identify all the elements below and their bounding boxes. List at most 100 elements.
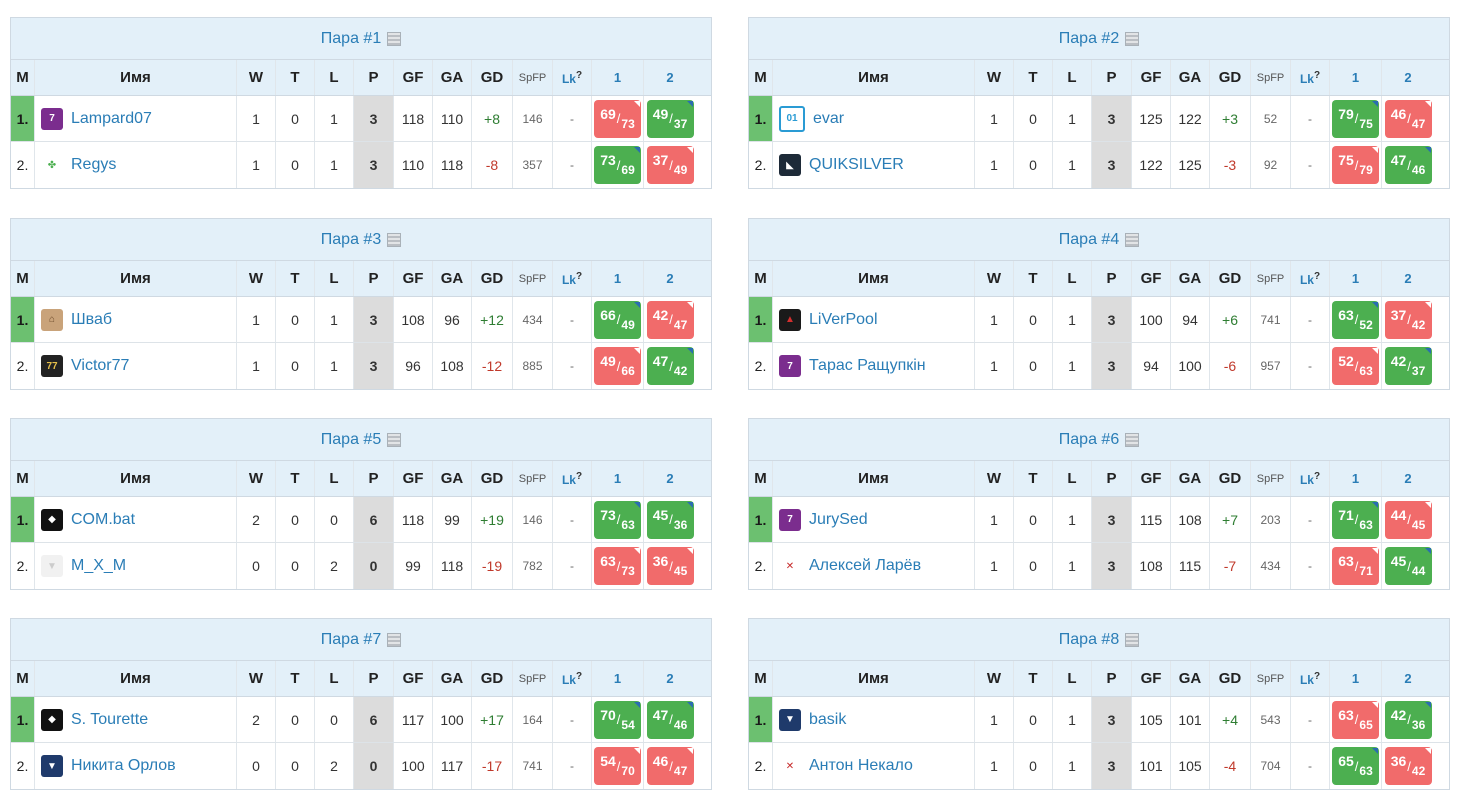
match-result-win[interactable]: 45/36 [646, 500, 694, 539]
pair-title[interactable]: Пара #7 [11, 619, 711, 661]
score-for[interactable]: 73 [600, 506, 616, 523]
pair-title-link[interactable]: Пара #4 [1058, 230, 1120, 248]
match-result-loss[interactable]: 52/63 [1332, 347, 1379, 385]
help-icon[interactable]: ? [575, 470, 583, 482]
header-lk[interactable]: Lk? [1291, 60, 1330, 95]
animal-icon[interactable]: ⌂ [41, 308, 63, 331]
score-against[interactable]: 46 [673, 717, 688, 732]
score-for[interactable]: 42 [1390, 353, 1407, 369]
round-2-cell[interactable]: 37/42 [1382, 297, 1434, 342]
pair-title[interactable]: Пара #1 [11, 18, 711, 60]
team-cell[interactable]: ◣ QUIKSILVER [773, 142, 975, 188]
round-1-cell[interactable]: 69/73 [592, 96, 644, 141]
pair-title-link[interactable]: Пара #3 [320, 230, 382, 248]
match-result-loss[interactable]: 46/47 [646, 747, 694, 785]
round-2-cell[interactable]: 45/36 [644, 497, 696, 542]
team-name-link[interactable]: Victor77 [71, 357, 130, 374]
round-1-cell[interactable]: 63/71 [1330, 543, 1382, 589]
team-name-link[interactable]: COM.bat [71, 510, 136, 528]
team-cell[interactable]: ▼ M_X_M [35, 543, 237, 589]
header-round-1[interactable]: 1 [1330, 60, 1382, 95]
team-cell[interactable]: ✕ Алексей Ларёв [773, 543, 975, 589]
score-against[interactable]: 63 [1359, 364, 1373, 378]
header-round-2[interactable]: 2 [644, 661, 696, 696]
match-result-loss[interactable]: 54/70 [594, 747, 641, 785]
score-for[interactable]: 47 [652, 706, 669, 723]
team-cell[interactable]: ⌂ Шваб [35, 297, 237, 342]
round-1-cell[interactable]: 49/66 [592, 343, 644, 389]
match-result-win[interactable]: 70/54 [594, 700, 641, 739]
header-round-2[interactable]: 2 [1382, 661, 1434, 696]
pair-title[interactable]: Пара #2 [749, 18, 1449, 60]
round-1-cell[interactable]: 54/70 [592, 743, 644, 789]
team-name-link[interactable]: Никита Орлов [71, 757, 176, 774]
header-round-1[interactable]: 1 [592, 261, 644, 296]
score-against[interactable]: 46 [1411, 163, 1426, 177]
match-result-win[interactable]: 47/42 [646, 347, 694, 385]
lk-text[interactable]: Lk [561, 472, 576, 487]
header-lk-label[interactable]: Lk? [562, 271, 582, 287]
round-link[interactable]: 1 [613, 70, 622, 85]
score-for[interactable]: 47 [652, 353, 669, 369]
round-link[interactable]: 1 [613, 271, 622, 286]
pair-title-link[interactable]: Пара #5 [320, 430, 382, 448]
score-against[interactable]: 49 [621, 317, 635, 332]
team-name-link[interactable]: M_X_M [71, 557, 127, 574]
score-against[interactable]: 63 [621, 517, 635, 532]
header-lk[interactable]: Lk? [553, 461, 592, 496]
team-name-link[interactable]: S. Tourette [71, 710, 149, 728]
round-2-cell[interactable]: 44/45 [1382, 497, 1434, 542]
round-link[interactable]: 1 [613, 671, 622, 686]
lk-text[interactable]: Lk [561, 71, 576, 86]
score-against[interactable]: 37 [673, 116, 688, 131]
team-name-link[interactable]: Regys [71, 156, 117, 173]
team-name-link[interactable]: JurySed [809, 510, 868, 528]
table-icon[interactable] [387, 31, 402, 46]
team-cell[interactable]: 7 JurySed [773, 497, 975, 542]
match-result-win[interactable]: 66/49 [594, 300, 641, 339]
purple-shirt-icon[interactable]: 7 [779, 355, 801, 377]
match-result-loss[interactable]: 46/47 [1384, 99, 1432, 138]
table-icon[interactable] [1125, 31, 1140, 46]
lk-text[interactable]: Lk [1299, 472, 1314, 487]
score-for[interactable]: 37 [652, 152, 669, 168]
round-2-cell[interactable]: 42/47 [644, 297, 696, 342]
score-against[interactable]: 42 [1411, 764, 1426, 778]
match-result-loss[interactable]: 63/71 [1332, 547, 1379, 585]
round-2-cell[interactable]: 45/44 [1382, 543, 1434, 589]
score-against[interactable]: 79 [1359, 163, 1373, 177]
header-round-2[interactable]: 2 [644, 461, 696, 496]
round-2-cell[interactable]: 47/46 [1382, 142, 1434, 188]
pair-title[interactable]: Пара #3 [11, 219, 711, 261]
table-icon[interactable] [1125, 632, 1140, 647]
pair-title[interactable]: Пара #6 [749, 419, 1449, 461]
help-icon[interactable]: ? [575, 270, 583, 282]
match-result-loss[interactable]: 36/42 [1384, 747, 1432, 785]
lk-text[interactable]: Lk [1299, 71, 1314, 86]
score-for[interactable]: 63 [1338, 706, 1354, 723]
help-icon[interactable]: ? [1313, 470, 1321, 482]
score-for[interactable]: 42 [652, 306, 669, 323]
match-result-loss[interactable]: 44/45 [1384, 500, 1432, 539]
team-name-link[interactable]: Шваб [71, 310, 113, 328]
lk-text[interactable]: Lk [561, 272, 576, 287]
round-1-cell[interactable]: 70/54 [592, 697, 644, 742]
score-for[interactable]: 70 [600, 706, 616, 723]
match-result-loss[interactable]: 37/49 [646, 146, 694, 184]
score-against[interactable]: 42 [673, 364, 688, 378]
pair-title-link[interactable]: Пара #8 [1058, 630, 1120, 648]
header-lk-label[interactable]: Lk? [562, 70, 582, 86]
round-2-cell[interactable]: 46/47 [644, 743, 696, 789]
bat-icon[interactable]: ◆ [41, 708, 63, 731]
score-against[interactable]: 45 [673, 564, 688, 578]
header-lk-label[interactable]: Lk? [1300, 671, 1320, 687]
score-for[interactable]: 47 [1390, 152, 1407, 168]
score-against[interactable]: 65 [1359, 717, 1373, 732]
match-result-win[interactable]: 73/63 [594, 500, 641, 539]
table-icon[interactable] [387, 432, 402, 447]
round-1-cell[interactable]: 63/73 [592, 543, 644, 589]
score-for[interactable]: 63 [600, 553, 616, 569]
header-round-1[interactable]: 1 [592, 461, 644, 496]
round-link[interactable]: 2 [666, 70, 674, 85]
match-result-win[interactable]: 63/52 [1332, 300, 1379, 339]
